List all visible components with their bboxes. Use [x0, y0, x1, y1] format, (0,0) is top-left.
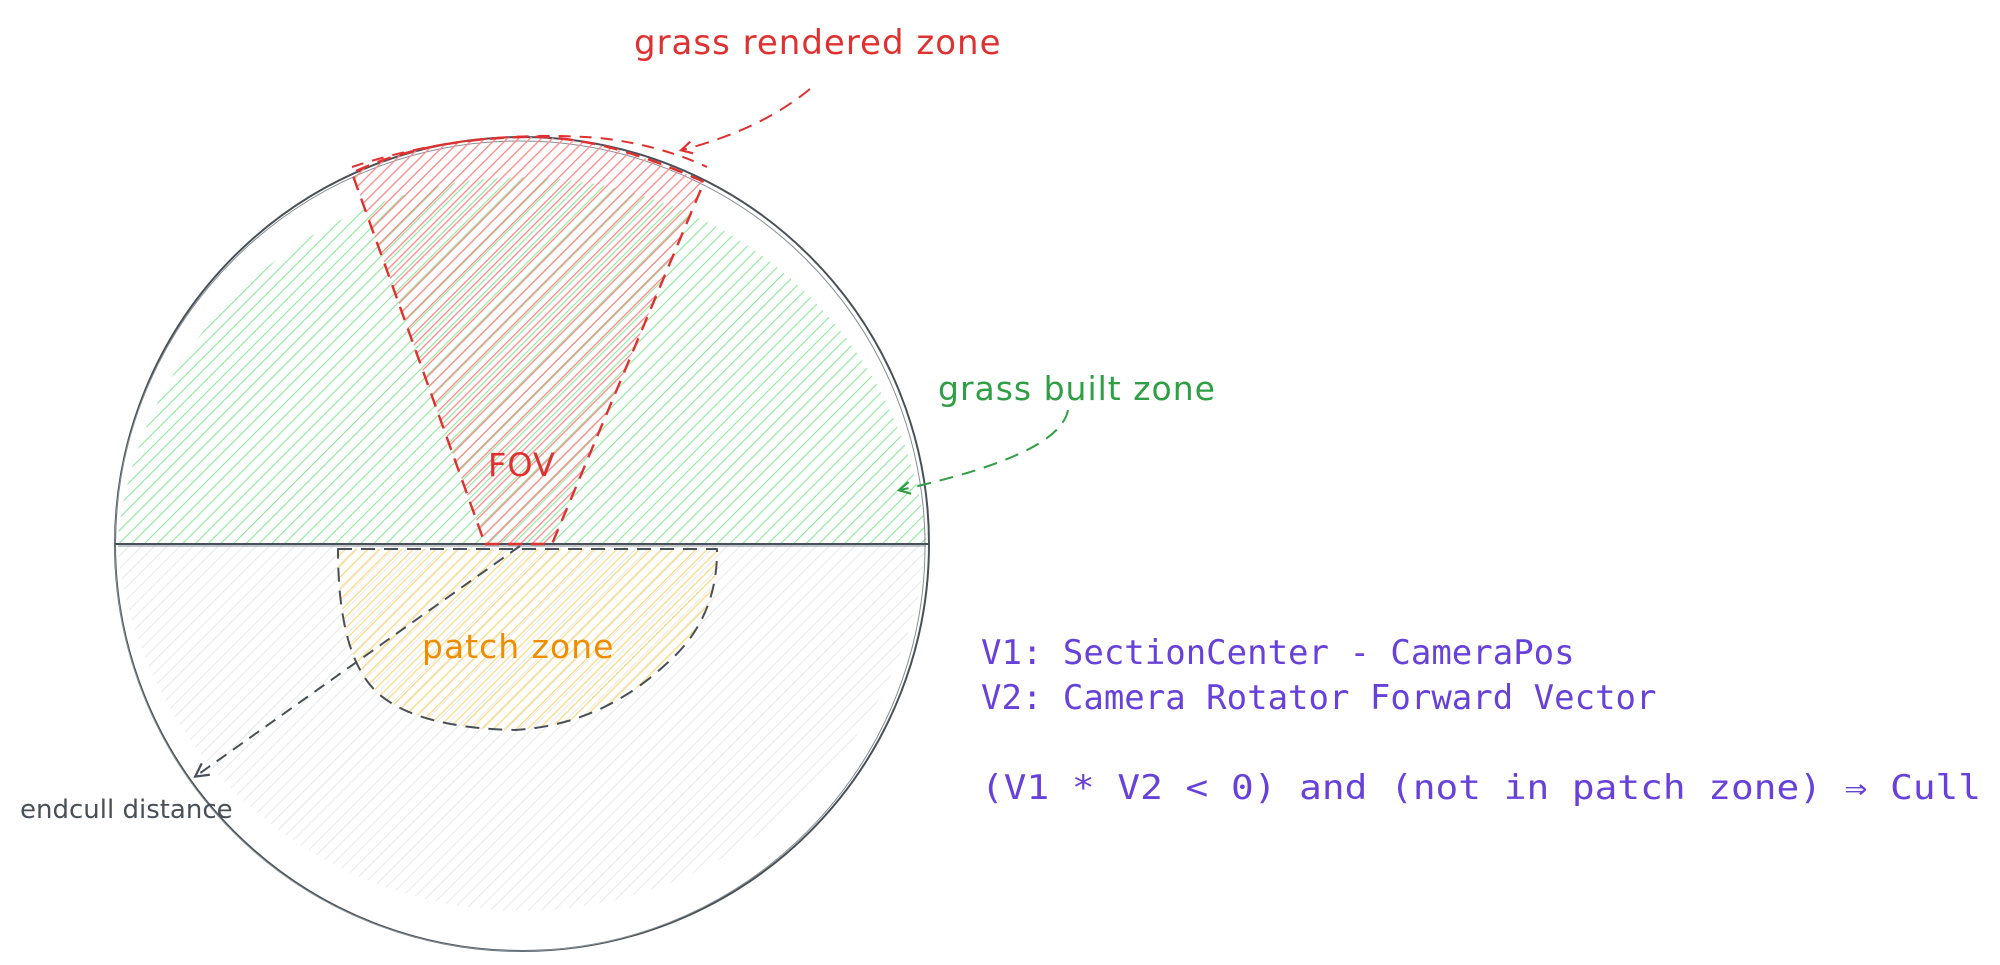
grass-rendered-zone-label: grass rendered zone [634, 23, 1001, 63]
grass-rendered-zone-arrow [682, 88, 811, 150]
patch-zone-area [337, 548, 719, 731]
formula-v2: V2: Camera Rotator Forward Vector [981, 678, 1657, 718]
formula-v1: V1: SectionCenter - CameraPos [981, 633, 1575, 673]
grass-built-zone-arrow [900, 409, 1069, 490]
endcull-distance-label: endcull distance [20, 795, 233, 825]
patch-zone-label: patch zone [422, 627, 614, 666]
formula-cull-rule: (V1 * V2 < 0) and (not in patch zone) ⇒ … [981, 768, 1981, 808]
fov-wedge-top-dash [351, 134, 708, 168]
fov-label: FOV [488, 446, 556, 484]
grass-built-zone-label: grass built zone [938, 369, 1216, 408]
endcull-distance-arrow [196, 545, 521, 776]
